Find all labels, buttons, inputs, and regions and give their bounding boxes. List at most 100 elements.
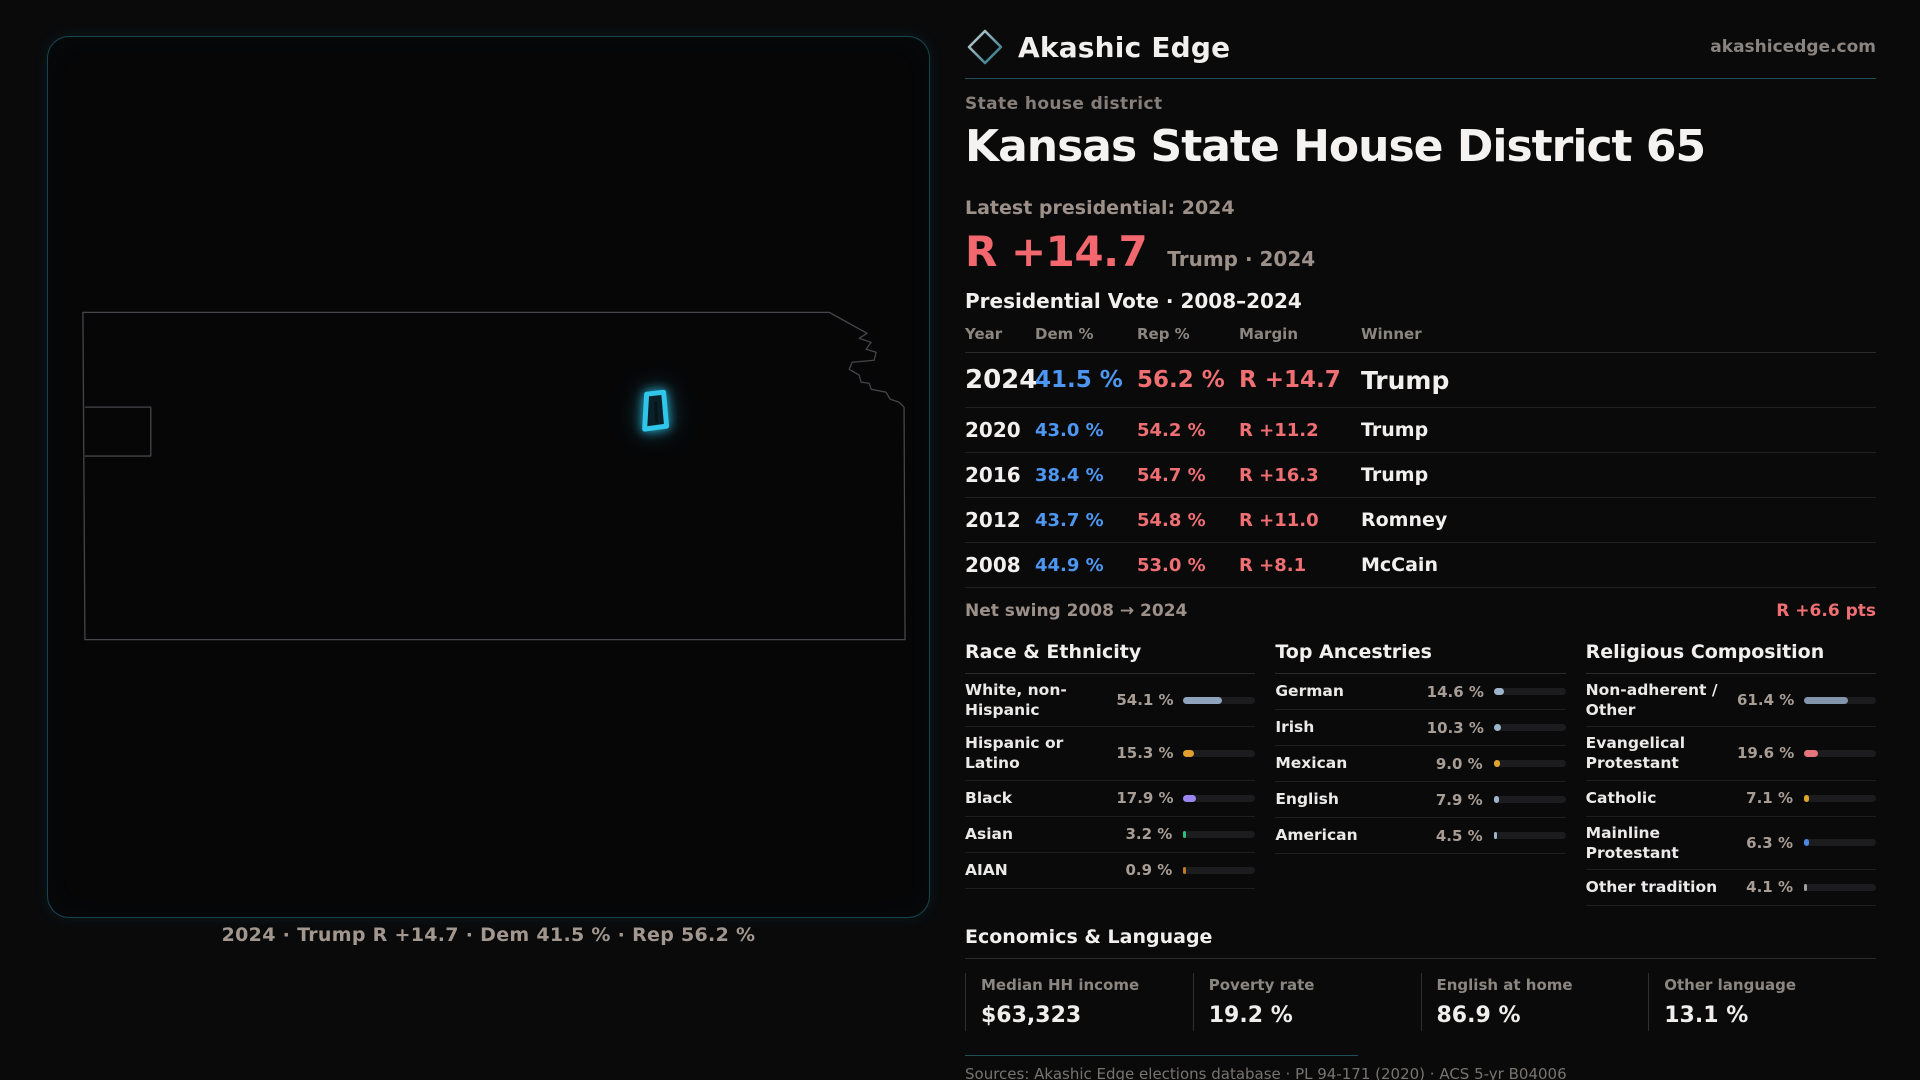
table-row-2012: 2012 43.7 % 54.8 % R +11.0 Romney: [965, 498, 1876, 543]
demo-row: Other tradition 4.1 %: [1585, 870, 1876, 906]
demo-label: Mainline Protestant: [1585, 823, 1679, 862]
demo-bar-fill: [1804, 696, 1849, 704]
stat-median-hh-income: Median HH income $63,323: [965, 972, 1193, 1031]
stat-label: Poverty rate: [1208, 975, 1315, 994]
demo-bar-track: [1804, 883, 1876, 891]
cell-rep: 54.2 %: [1137, 419, 1206, 441]
section-title: Religious Composition: [1585, 641, 1876, 674]
vote-table-header: Year Dem % Rep % Margin Winner: [965, 325, 1876, 353]
demo-label: American: [1275, 826, 1358, 845]
district-65-inner-boundary: [654, 401, 659, 424]
demo-row: German 14.6 %: [1275, 674, 1566, 710]
cell-winner: Trump: [1361, 419, 1429, 441]
header-divider: [965, 78, 1876, 79]
demo-bar-fill: [1493, 760, 1501, 767]
demo-bar-track: [1493, 688, 1566, 695]
cell-dem: 41.5 %: [1035, 367, 1123, 393]
demo-bar-fill: [1804, 794, 1810, 802]
demo-row: White, non-Hispanic 54.1 %: [965, 674, 1256, 728]
brand-name: Akashic Edge: [1018, 30, 1231, 64]
cell-winner: Trump: [1361, 464, 1429, 486]
demo-row: Hispanic or Latino 15.3 %: [965, 727, 1256, 781]
brand-site-link[interactable]: akashicedge.com: [1710, 37, 1876, 57]
demo-label: Irish: [1275, 718, 1315, 737]
demo-label: Black: [965, 788, 1013, 807]
stat-value: $63,323: [981, 1002, 1082, 1028]
demo-value: 54.1 %: [1116, 691, 1174, 710]
demo-bar-track: [1183, 794, 1256, 802]
demo-value: 6.3 %: [1746, 833, 1793, 852]
stat-label: English at home: [1436, 975, 1573, 994]
vote-table: Year Dem % Rep % Margin Winner 2024 41.5…: [965, 325, 1876, 588]
demo-value: 15.3 %: [1116, 744, 1174, 763]
demo-value: 4.5 %: [1435, 826, 1483, 845]
latest-presidential-label: Latest presidential: 2024: [965, 197, 1235, 219]
demographics-grid: Race & Ethnicity White, non-Hispanic 54.…: [965, 641, 1876, 906]
eyebrow: State house district: [965, 94, 1163, 114]
demo-bar-fill: [1183, 830, 1187, 838]
table-row-2016: 2016 38.4 % 54.7 % R +16.3 Trump: [965, 453, 1876, 498]
demo-bar-fill: [1493, 832, 1497, 839]
demo-value: 17.9 %: [1116, 789, 1174, 808]
vote-table-title: Presidential Vote · 2008–2024: [965, 289, 1302, 313]
demo-label: AIAN: [965, 860, 1008, 879]
demo-value: 0.9 %: [1125, 861, 1173, 880]
demo-bar-track: [1493, 832, 1566, 839]
section-title: Race & Ethnicity: [965, 641, 1256, 674]
stat-english-at-home: English at home 86.9 %: [1420, 972, 1649, 1031]
demo-bar-fill: [1183, 749, 1195, 757]
demo-bar-track: [1183, 696, 1256, 704]
demo-label: English: [1275, 790, 1339, 809]
demo-label: Mexican: [1275, 754, 1348, 773]
demo-bar-fill: [1804, 883, 1807, 891]
hero-margin-context: Trump · 2024: [1167, 247, 1316, 271]
state-outline: [82, 311, 906, 641]
demo-label: Hispanic or Latino: [965, 734, 1064, 773]
demo-value: 9.0 %: [1435, 754, 1483, 773]
cell-winner: Trump: [1361, 365, 1450, 395]
demo-label: Catholic: [1585, 788, 1657, 807]
demo-value: 61.4 %: [1737, 691, 1795, 710]
section-top-ancestries: Top Ancestries German 14.6 % Irish 10.3 …: [1275, 641, 1566, 906]
cell-dem: 44.9 %: [1035, 554, 1104, 576]
col-year: Year: [965, 325, 1003, 343]
demo-row: Evangelical Protestant 19.6 %: [1585, 727, 1876, 781]
demo-label: Other tradition: [1585, 878, 1718, 897]
demo-value: 19.6 %: [1737, 744, 1795, 763]
cell-margin: R +11.0: [1239, 509, 1319, 531]
demo-row: English 7.9 %: [1275, 782, 1566, 818]
demo-bar-track: [1183, 866, 1256, 874]
stat-poverty-rate: Poverty rate 19.2 %: [1192, 972, 1421, 1031]
stat-value: 86.9 %: [1436, 1002, 1521, 1028]
demo-bar-track: [1183, 830, 1256, 838]
demo-value: 4.1 %: [1746, 878, 1793, 897]
economics-stats: Median HH income $63,323 Poverty rate 19…: [965, 972, 1876, 1031]
stat-other-language: Other language 13.1 %: [1648, 972, 1876, 1031]
stat-value: 13.1 %: [1664, 1002, 1749, 1028]
cell-rep: 53.0 %: [1137, 554, 1206, 576]
net-swing-value: R +6.6 pts: [1776, 601, 1876, 621]
footer: Sources: Akashic Edge elections database…: [965, 1054, 1876, 1080]
demo-bar-track: [1804, 749, 1876, 757]
cell-dem: 38.4 %: [1035, 464, 1104, 486]
economics-title: Economics & Language: [965, 926, 1876, 959]
demo-bar-fill: [1493, 796, 1500, 803]
cell-dem: 43.7 %: [1035, 509, 1104, 531]
demo-bar-track: [1493, 796, 1566, 803]
demo-row: Mainline Protestant 6.3 %: [1585, 817, 1876, 870]
section-religious-composition: Religious Composition Non-adherent / Oth…: [1585, 641, 1876, 906]
content-panel: Akashic Edge akashicedge.com State house…: [965, 0, 1876, 1080]
demo-bar-fill: [1493, 688, 1505, 695]
col-dem: Dem %: [1035, 325, 1094, 343]
demo-row: Mexican 9.0 %: [1275, 746, 1566, 782]
map-caption: 2024 · Trump R +14.7 · Dem 41.5 % · Rep …: [221, 924, 756, 946]
col-margin: Margin: [1239, 325, 1299, 343]
demo-label: Evangelical Protestant: [1585, 734, 1686, 773]
table-row-2008: 2008 44.9 % 53.0 % R +8.1 McCain: [965, 543, 1876, 588]
demo-row: Non-adherent / Other 61.4 %: [1585, 674, 1876, 728]
cell-year: 2012: [965, 508, 1021, 532]
map-panel: [47, 36, 930, 918]
cell-margin: R +14.7: [1239, 367, 1341, 393]
demo-bar-track: [1493, 760, 1566, 767]
cell-margin: R +11.2: [1239, 419, 1319, 441]
